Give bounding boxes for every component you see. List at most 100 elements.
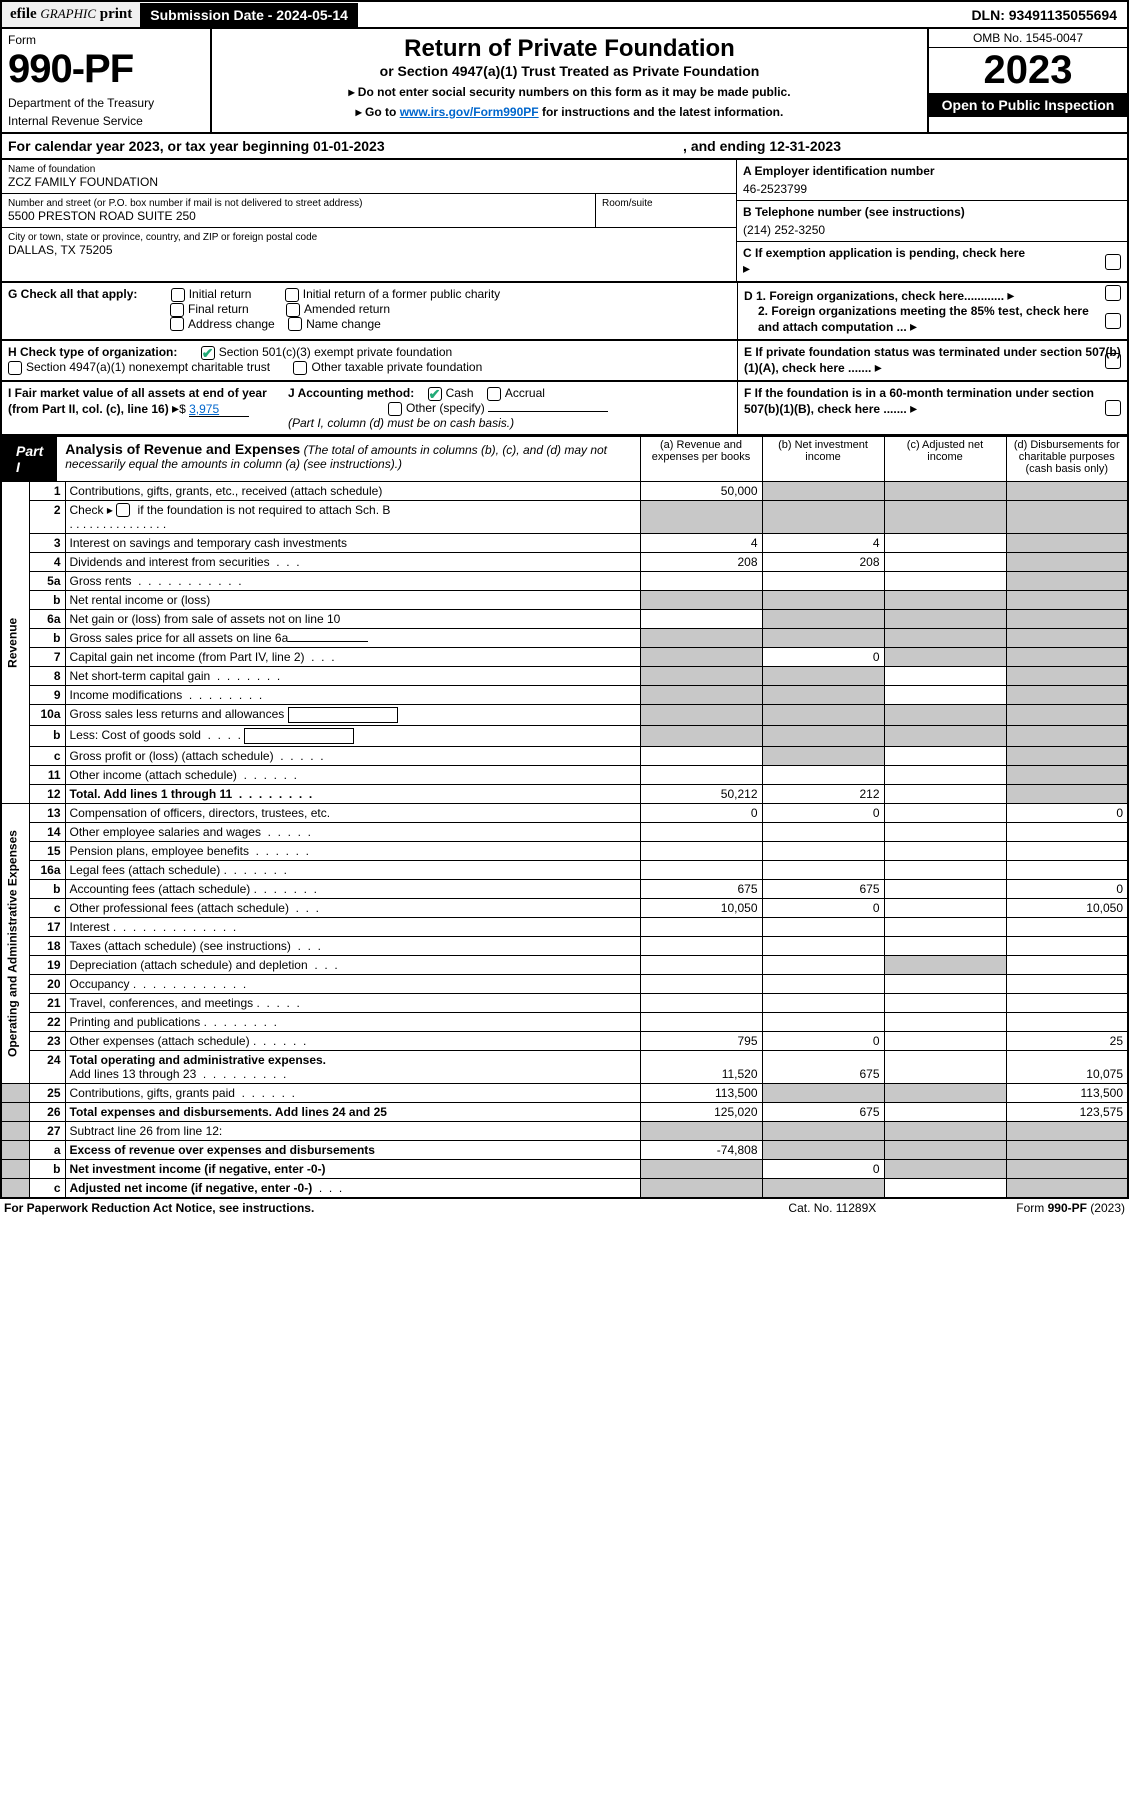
g1-label: Initial return <box>189 287 252 301</box>
r27-num: 27 <box>29 1122 65 1141</box>
row-26: 26Total expenses and disbursements. Add … <box>1 1103 1128 1122</box>
r25-num: 25 <box>29 1084 65 1103</box>
r12-a: 50,212 <box>640 785 762 804</box>
d2-checkbox[interactable] <box>1105 313 1121 329</box>
tel-label: B Telephone number (see instructions) <box>743 205 1121 219</box>
i-section: I Fair market value of all assets at end… <box>8 386 288 430</box>
form-link[interactable]: www.irs.gov/Form990PF <box>400 105 539 119</box>
c-checkbox[interactable] <box>1105 254 1121 270</box>
row-7: 7Capital gain net income (from Part IV, … <box>1 648 1128 667</box>
row-16a: 16aLegal fees (attach schedule) . . . . … <box>1 861 1128 880</box>
r27b-desc: Net investment income (if negative, ente… <box>65 1160 640 1179</box>
r23-a: 795 <box>640 1032 762 1051</box>
r17-num: 17 <box>29 918 65 937</box>
row-4: 4Dividends and interest from securities … <box>1 553 1128 572</box>
r27a-a: -74,808 <box>640 1141 762 1160</box>
ij-section: I Fair market value of all assets at end… <box>2 382 737 434</box>
city-value: DALLAS, TX 75205 <box>8 243 730 257</box>
row-27b: bNet investment income (if negative, ent… <box>1 1160 1128 1179</box>
g1-checkbox[interactable] <box>171 288 185 302</box>
g6-checkbox[interactable] <box>288 317 302 331</box>
r10c-num: c <box>29 747 65 766</box>
r16c-desc: Other professional fees (attach schedule… <box>65 899 640 918</box>
address-cell: Number and street (or P.O. box number if… <box>2 194 596 227</box>
r16a-desc: Legal fees (attach schedule) . . . . . .… <box>65 861 640 880</box>
j1-label: Cash <box>446 386 474 400</box>
omb-number: OMB No. 1545-0047 <box>929 29 1127 48</box>
r6a-num: 6a <box>29 610 65 629</box>
f-checkbox[interactable] <box>1105 400 1121 416</box>
r13-d: 0 <box>1006 804 1128 823</box>
d1-checkbox[interactable] <box>1105 285 1121 301</box>
r25-a: 113,500 <box>640 1084 762 1103</box>
r5b-desc: Net rental income or (loss) <box>65 591 640 610</box>
ssn-note: ▸ Do not enter social security numbers o… <box>218 85 921 99</box>
room-label: Room/suite <box>602 198 730 209</box>
r15-num: 15 <box>29 842 65 861</box>
print-label[interactable]: print <box>100 6 133 22</box>
g5-checkbox[interactable] <box>170 317 184 331</box>
e-checkbox[interactable] <box>1105 353 1121 369</box>
r9-desc: Income modifications . . . . . . . . <box>65 686 640 705</box>
h1-checkbox[interactable] <box>201 346 215 360</box>
row-20: 20Occupancy . . . . . . . . . . . . <box>1 975 1128 994</box>
row-16c: cOther professional fees (attach schedul… <box>1 899 1128 918</box>
g3-checkbox[interactable] <box>170 303 184 317</box>
r23-d: 25 <box>1006 1032 1128 1051</box>
r4-a: 208 <box>640 553 762 572</box>
r4-b: 208 <box>762 553 884 572</box>
r2-num: 2 <box>29 500 65 534</box>
r26-b: 675 <box>762 1103 884 1122</box>
g4-checkbox[interactable] <box>286 303 300 317</box>
j2-checkbox[interactable] <box>487 387 501 401</box>
r3-num: 3 <box>29 534 65 553</box>
r16b-a: 675 <box>640 880 762 899</box>
row-23: 23Other expenses (attach schedule) . . .… <box>1 1032 1128 1051</box>
r13-a: 0 <box>640 804 762 823</box>
row-10b: bLess: Cost of goods sold . . . . <box>1 726 1128 747</box>
header-center: Return of Private Foundation or Section … <box>212 29 927 132</box>
form-subtitle: or Section 4947(a)(1) Trust Treated as P… <box>218 63 921 79</box>
r24-num: 24 <box>29 1051 65 1084</box>
room-cell: Room/suite <box>596 194 736 227</box>
f-section: F If the foundation is in a 60-month ter… <box>737 382 1127 434</box>
row-27c: cAdjusted net income (if negative, enter… <box>1 1179 1128 1199</box>
part1-label: Part I <box>2 437 57 481</box>
h2-checkbox[interactable] <box>8 361 22 375</box>
row-27a: aExcess of revenue over expenses and dis… <box>1 1141 1128 1160</box>
r10a-num: 10a <box>29 705 65 726</box>
row-3: 3Interest on savings and temporary cash … <box>1 534 1128 553</box>
efile-label[interactable]: efile <box>10 6 37 22</box>
row-8: 8Net short-term capital gain . . . . . .… <box>1 667 1128 686</box>
r16c-d: 10,050 <box>1006 899 1128 918</box>
g2-checkbox[interactable] <box>285 288 299 302</box>
r23-num: 23 <box>29 1032 65 1051</box>
col-b-header: (b) Net investment income <box>762 436 884 481</box>
r13-b: 0 <box>762 804 884 823</box>
gd-row: G Check all that apply: Initial return I… <box>0 283 1129 341</box>
r23-b: 0 <box>762 1032 884 1051</box>
address-label: Number and street (or P.O. box number if… <box>8 198 589 209</box>
col-c-header: (c) Adjusted net income <box>884 436 1006 481</box>
r4-num: 4 <box>29 553 65 572</box>
row-18: 18Taxes (attach schedule) (see instructi… <box>1 937 1128 956</box>
ein-cell: A Employer identification number 46-2523… <box>737 160 1127 201</box>
d1-label: D 1. Foreign organizations, check here..… <box>744 289 1004 303</box>
r21-desc: Travel, conferences, and meetings . . . … <box>65 994 640 1013</box>
r22-desc: Printing and publications . . . . . . . … <box>65 1013 640 1032</box>
r19-desc: Depreciation (attach schedule) and deple… <box>65 956 640 975</box>
i-value[interactable]: 3,975 <box>189 402 249 417</box>
top-bar: efile GRAPHIC print Submission Date - 20… <box>0 0 1129 29</box>
g-label: G Check all that apply: <box>8 287 137 301</box>
ijf-row: I Fair market value of all assets at end… <box>0 382 1129 436</box>
r3-a: 4 <box>640 534 762 553</box>
r13-num: 13 <box>29 804 65 823</box>
city-cell: City or town, state or province, country… <box>2 228 736 261</box>
r27b-num: b <box>29 1160 65 1179</box>
part1-header-row: Part I Analysis of Revenue and Expenses … <box>1 436 1128 481</box>
h3-checkbox[interactable] <box>293 361 307 375</box>
r2-checkbox[interactable] <box>116 503 130 517</box>
j3-checkbox[interactable] <box>388 402 402 416</box>
j1-checkbox[interactable] <box>428 387 442 401</box>
efile-block: efile GRAPHIC print <box>2 2 140 27</box>
